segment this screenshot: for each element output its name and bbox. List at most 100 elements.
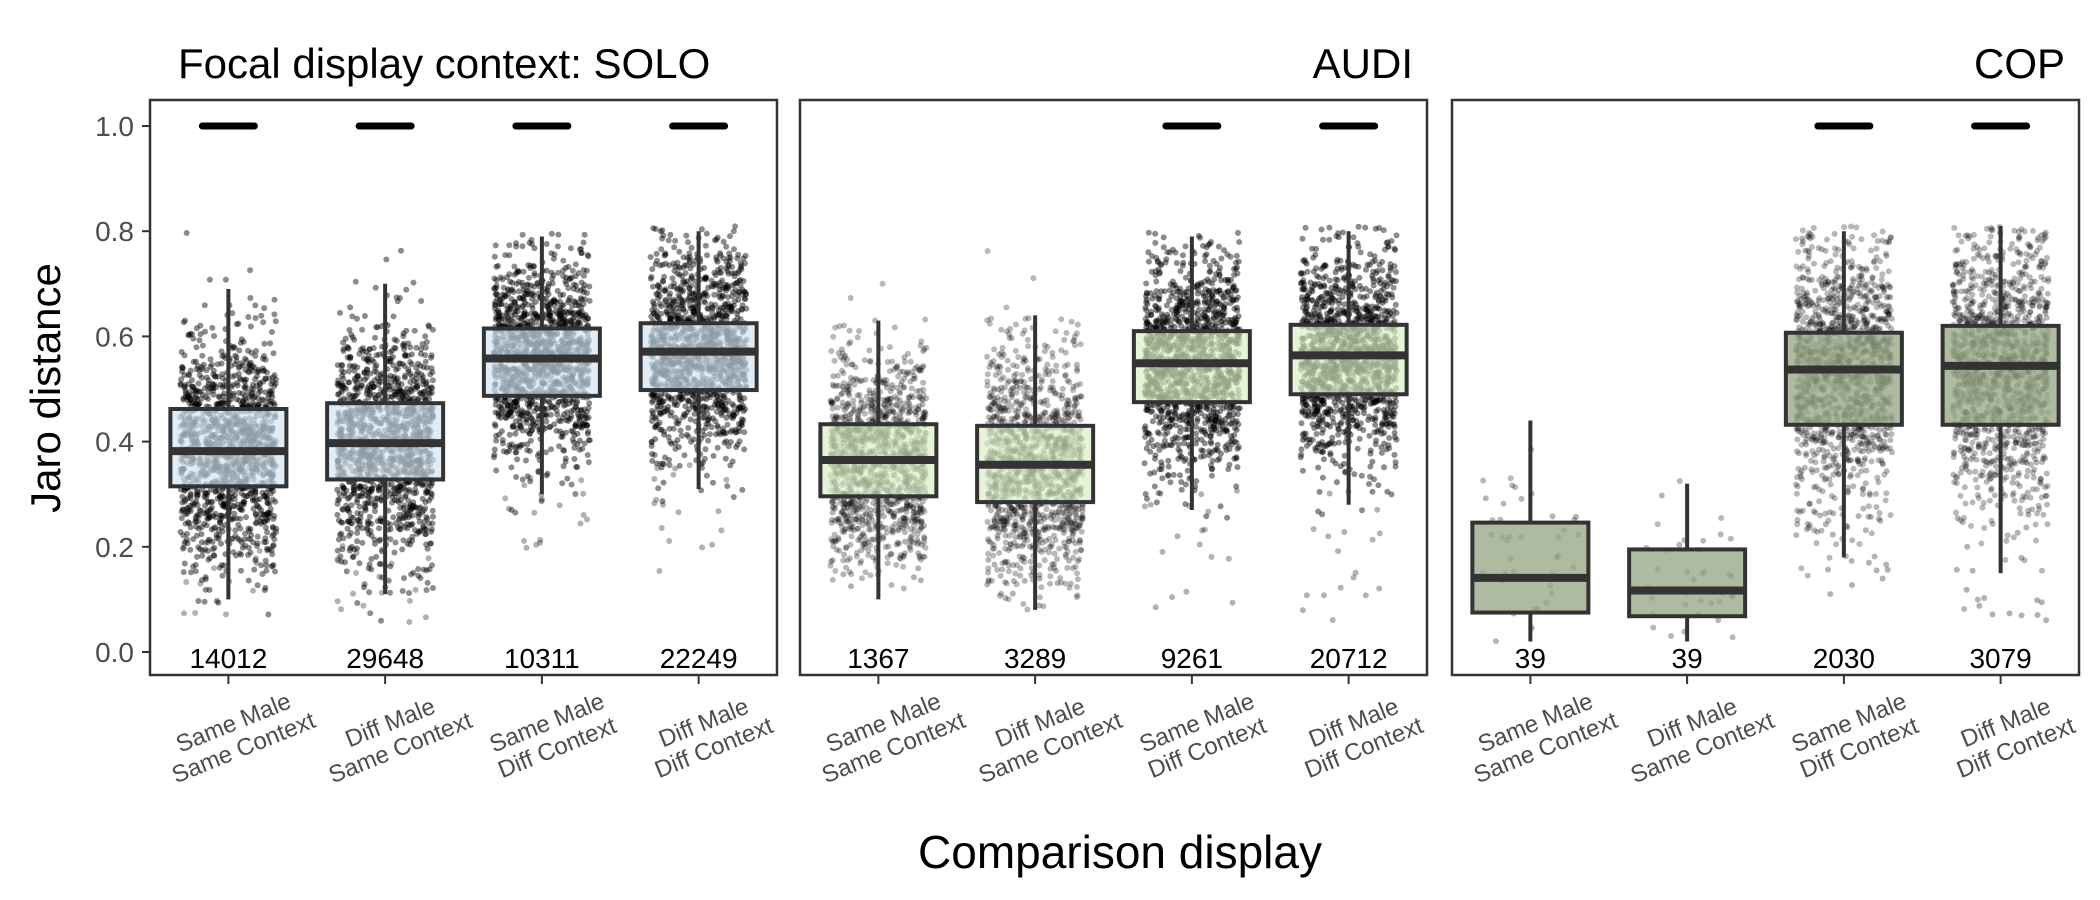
data-point [370, 345, 377, 351]
data-point [209, 324, 216, 331]
data-point [392, 539, 399, 546]
data-point [216, 393, 222, 400]
data-point [533, 405, 540, 412]
data-point [265, 611, 272, 618]
data-point [220, 501, 227, 508]
data-point [268, 563, 275, 570]
data-point [491, 451, 498, 458]
data-point [216, 564, 223, 571]
data-point [654, 257, 660, 264]
data-point [186, 520, 193, 527]
data-point [572, 282, 579, 289]
data-point [198, 374, 205, 381]
data-point [217, 512, 224, 519]
data-point [666, 462, 673, 469]
data-point [387, 526, 394, 533]
data-point [354, 390, 361, 396]
data-point [212, 510, 219, 517]
data-point [561, 411, 568, 418]
data-point [492, 242, 499, 249]
data-point [240, 499, 247, 506]
data-point [350, 590, 356, 597]
data-point [270, 350, 277, 357]
data-point [360, 602, 367, 609]
data-point [253, 348, 259, 354]
data-point [524, 301, 531, 308]
data-point [199, 342, 206, 349]
data-point [367, 528, 374, 535]
data-point [426, 323, 432, 330]
data-point [703, 230, 710, 237]
data-point [742, 296, 749, 303]
data-point [364, 366, 371, 373]
data-point [570, 315, 577, 322]
data-point [519, 476, 526, 483]
data-point [511, 407, 518, 413]
data-point [424, 545, 431, 552]
data-point [203, 510, 210, 517]
data-point [219, 524, 225, 531]
data-point [585, 414, 592, 421]
data-point [420, 364, 427, 371]
data-point [270, 542, 277, 549]
data-point [366, 389, 373, 396]
data-point [531, 509, 538, 516]
data-point [338, 361, 345, 368]
data-point [565, 400, 572, 407]
data-point [727, 462, 734, 469]
data-point [192, 358, 199, 365]
data-point [181, 498, 188, 505]
data-point [365, 565, 372, 572]
data-point [199, 366, 205, 373]
data-point [185, 393, 192, 400]
data-point [361, 584, 367, 591]
data-point [267, 506, 274, 512]
data-point [581, 282, 588, 289]
data-point [272, 318, 279, 325]
data-point [187, 367, 194, 374]
data-point [266, 546, 273, 553]
data-point [584, 452, 591, 458]
data-point [543, 418, 550, 425]
data-point [737, 394, 744, 401]
data-point [191, 399, 198, 406]
data-point [256, 379, 263, 386]
data-point [392, 520, 399, 527]
data-point [508, 464, 515, 471]
data-point [551, 421, 558, 428]
data-point [353, 550, 360, 556]
data-point [554, 402, 561, 409]
data-point [398, 247, 404, 254]
data-point [577, 295, 584, 302]
data-point [400, 333, 407, 340]
data-point [387, 358, 394, 365]
data-point [491, 253, 498, 260]
data-point [492, 316, 499, 323]
data-point [352, 377, 359, 384]
data-point [528, 401, 535, 408]
data-point [232, 527, 239, 534]
data-point [263, 511, 270, 518]
data-point [586, 437, 593, 444]
data-point [502, 414, 509, 421]
data-point [500, 284, 507, 291]
data-point [408, 351, 415, 358]
data-point [256, 547, 263, 554]
data-point [521, 296, 528, 303]
data-point [258, 520, 264, 527]
data-point [496, 411, 502, 418]
data-point [194, 553, 200, 560]
data-point [240, 501, 247, 508]
data-point [179, 493, 186, 500]
data-point [217, 493, 224, 500]
data-point [187, 330, 194, 337]
data-point [195, 491, 201, 498]
data-point [199, 352, 206, 359]
data-point [498, 405, 505, 412]
data-point [390, 514, 397, 521]
data-point [366, 382, 372, 389]
data-point [672, 237, 679, 244]
data-point [647, 254, 654, 260]
data-point [703, 472, 710, 479]
data-point [271, 311, 278, 318]
